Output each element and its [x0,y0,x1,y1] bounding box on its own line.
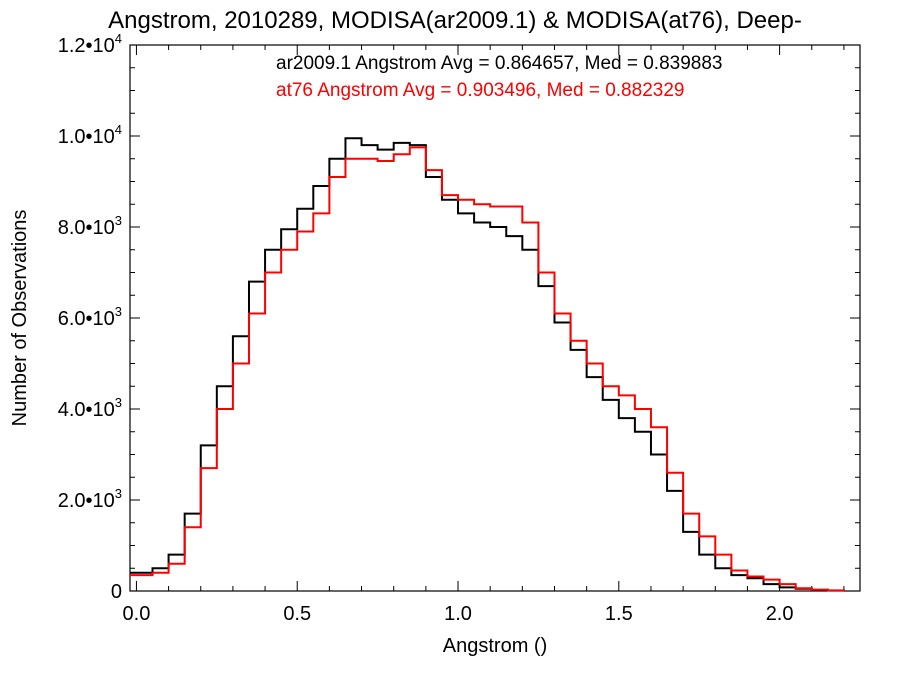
y-tick-exponent: 4 [115,122,122,137]
x-tick-label: 0.0 [123,603,151,625]
y-tick-mantissa: 2.0•10 [58,490,115,512]
y-tick-mantissa: 6.0•10 [58,308,115,330]
y-tick-label: 8.0•103 [58,213,122,239]
x-tick-label: 1.0 [444,603,472,625]
y-tick-mantissa: 1.2•10 [58,35,115,57]
y-tick-mantissa: 8.0•10 [58,217,115,239]
y-tick-label: 1.2•104 [58,31,122,57]
x-tick-label: 1.5 [605,603,633,625]
series-at76-line [130,146,845,592]
y-tick-mantissa: 0 [111,581,122,603]
y-tick-exponent: 3 [115,486,122,501]
y-tick-exponent: 3 [115,213,122,228]
y-tick-label: 1.0•104 [58,122,122,148]
y-tick-label: 4.0•103 [58,395,122,421]
series-ar2009-line [130,137,845,592]
y-tick-exponent: 3 [115,395,122,410]
y-axis-ticks: 02.0•1034.0•1036.0•1038.0•1031.0•1041.2•… [58,31,860,603]
y-tick-mantissa: 4.0•10 [58,399,115,421]
series-layer [130,137,845,592]
plot-frame [129,44,861,592]
x-tick-label: 2.0 [766,603,794,625]
x-axis-ticks: 0.0 0.5 1.0 1.5 2.0 [123,45,845,625]
y-tick-exponent: 3 [115,304,122,319]
y-axis-label: Number of Observations [9,210,31,427]
y-tick-exponent: 4 [115,31,122,46]
chart-title: Angstrom, 2010289, MODISA(ar2009.1) & MO… [108,7,802,34]
x-axis-label: Angstrom () [443,635,547,657]
y-tick-label: 2.0•103 [58,486,122,512]
annotation-at76: at76 Angstrom Avg = 0.903496, Med = 0.88… [276,80,684,101]
y-tick-label: 6.0•103 [58,304,122,330]
annotation-ar2009: ar2009.1 Angstrom Avg = 0.864657, Med = … [276,53,723,74]
y-tick-label: 0 [111,581,122,603]
y-tick-mantissa: 1.0•10 [58,126,115,148]
x-tick-label: 0.5 [283,603,311,625]
